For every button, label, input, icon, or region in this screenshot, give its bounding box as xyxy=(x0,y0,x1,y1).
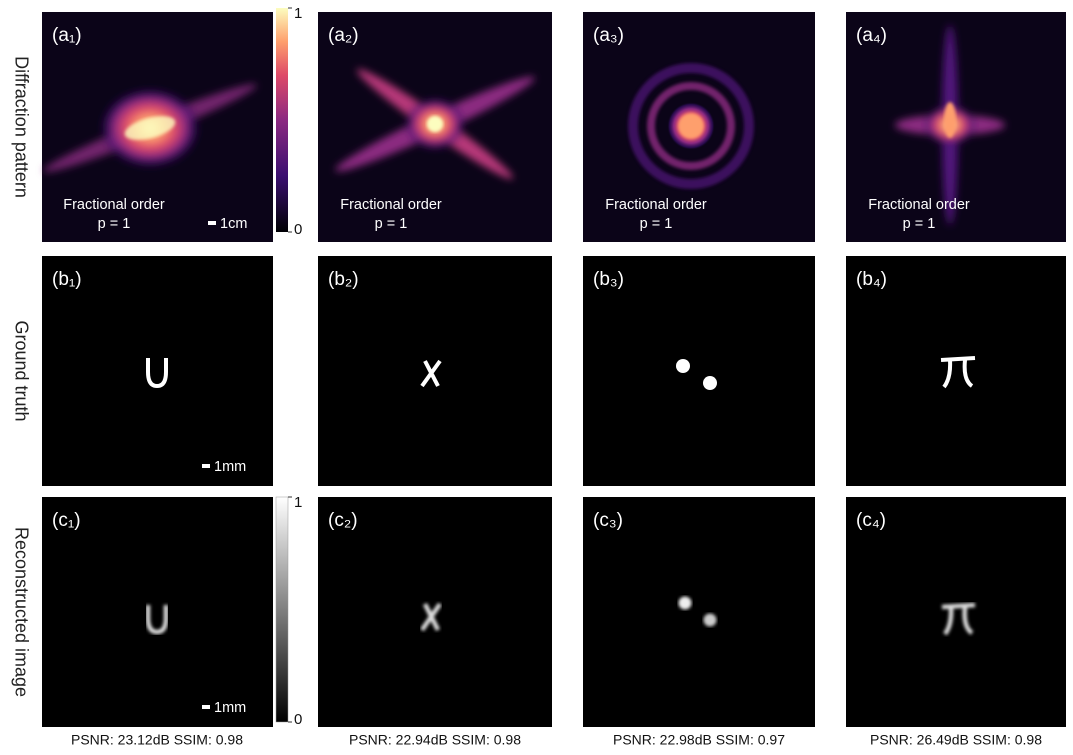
colorbar-tick-label: 0 xyxy=(294,711,302,728)
row-label: Diffraction pattern xyxy=(11,56,31,198)
panel-label: (c₁) xyxy=(52,510,81,531)
order-value: p = 1 xyxy=(903,216,936,232)
reconstruction-image xyxy=(318,497,552,727)
colorbar-ticks: 0 1 0 1 xyxy=(288,5,302,728)
order-note: Fractional order xyxy=(605,197,707,213)
order-value: p = 1 xyxy=(640,216,673,232)
figure: Diffraction pattern Ground truth Reconst… xyxy=(0,0,1073,750)
panel-label: (c₂) xyxy=(328,510,358,531)
ground-truth-image xyxy=(583,256,815,486)
panel-label: (c₃) xyxy=(593,510,623,531)
colorbar-tick-label: 1 xyxy=(294,5,302,22)
reconstruction-image xyxy=(583,497,815,727)
panel-label: (b₄) xyxy=(856,269,887,290)
order-note: Fractional order xyxy=(63,197,165,213)
reconstruction-image xyxy=(42,497,273,727)
ground-truth-image xyxy=(42,256,273,486)
panel-label: (b₂) xyxy=(328,269,359,290)
metrics: PSNR: 22.94dB SSIM: 0.98 xyxy=(349,732,521,748)
colorbar xyxy=(276,497,288,722)
scale-bar xyxy=(202,464,210,468)
order-value: p = 1 xyxy=(98,216,131,232)
panel-label: (a₄) xyxy=(856,25,887,46)
colorbar-tick-label: 1 xyxy=(294,494,302,511)
reconstruction-image xyxy=(846,497,1066,727)
panel-label: (b₃) xyxy=(593,269,624,290)
scale-bar xyxy=(208,221,216,225)
order-value: p = 1 xyxy=(375,216,408,232)
panel-label: (a₁) xyxy=(52,25,82,46)
scale-label: 1cm xyxy=(220,216,247,232)
order-note: Fractional order xyxy=(340,197,442,213)
metrics: PSNR: 26.49dB SSIM: 0.98 xyxy=(870,732,1042,748)
scale-bar xyxy=(202,705,210,709)
colorbar-tick-label: 0 xyxy=(294,221,302,238)
colorbar xyxy=(276,8,288,232)
metrics: PSNR: 23.12dB SSIM: 0.98 xyxy=(71,732,243,748)
scale-label: 1mm xyxy=(214,459,246,475)
scale-label: 1mm xyxy=(214,700,246,716)
panel-label: (b₁) xyxy=(52,269,82,290)
order-note: Fractional order xyxy=(868,197,970,213)
ground-truth-image xyxy=(318,256,552,486)
panel-label: (a₃) xyxy=(593,25,624,46)
row-label: Ground truth xyxy=(11,320,31,421)
row-label: Reconstructed image xyxy=(11,527,31,697)
panel-label: (c₄) xyxy=(856,510,886,531)
panel-label: (a₂) xyxy=(328,25,359,46)
ground-truth-image xyxy=(846,256,1066,486)
metrics: PSNR: 22.98dB SSIM: 0.97 xyxy=(613,732,785,748)
